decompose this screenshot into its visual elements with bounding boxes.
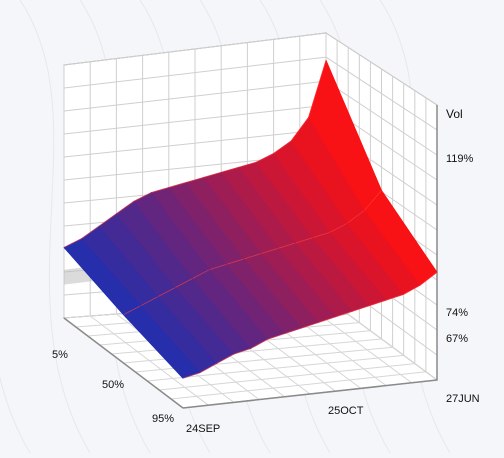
z-tick-label: 119%	[446, 153, 474, 165]
surface-line	[308, 117, 421, 286]
surface-line	[325, 60, 438, 273]
x-axis-line	[63, 317, 184, 409]
grid-line	[63, 56, 327, 89]
bg-contour	[0, 375, 31, 454]
grid-line	[159, 363, 415, 391]
surface-line	[63, 60, 327, 248]
surface-line	[255, 161, 370, 307]
surface-line	[220, 172, 336, 318]
grid-line	[325, 80, 438, 156]
surface-line	[98, 225, 218, 364]
z-tick-label: 74%	[446, 307, 468, 319]
grid-line	[171, 371, 426, 400]
x-tick-label: 5%	[52, 349, 68, 361]
surface-line	[238, 166, 353, 312]
y-tick-label: 24SEP	[186, 423, 220, 435]
surface-line	[203, 177, 319, 323]
surface-line	[133, 200, 252, 349]
surface-line	[168, 187, 285, 334]
grid-line	[325, 56, 438, 131]
surface-line	[63, 247, 184, 379]
bg-contour	[19, 0, 91, 454]
grid-line	[147, 354, 404, 382]
surface-line	[273, 153, 387, 301]
z-tick-label: 67%	[446, 333, 468, 345]
surface-line	[185, 182, 302, 329]
surface	[63, 59, 438, 379]
y-tick-label: 27JUN	[446, 393, 480, 405]
y-axis-line	[182, 379, 438, 409]
grid-line	[63, 128, 327, 158]
surface-line	[290, 140, 404, 295]
grid-line	[325, 32, 438, 106]
surface-line	[151, 192, 268, 340]
surface-line	[81, 238, 201, 373]
y-tick-label: 25OCT	[328, 405, 364, 417]
x-tick-label: 50%	[102, 379, 124, 391]
z-axis-label: Vol	[446, 107, 463, 121]
axis-labels: Vol 119% 74% 67% 5% 50% 95% 24SEP 25OCT …	[52, 107, 480, 435]
grid-line	[63, 104, 327, 135]
surface-line	[123, 190, 382, 316]
x-tick-label: 95%	[152, 413, 174, 425]
grid-line	[63, 32, 327, 66]
surface-line	[182, 271, 438, 379]
grid-line	[63, 80, 327, 112]
surface-line	[116, 213, 235, 355]
